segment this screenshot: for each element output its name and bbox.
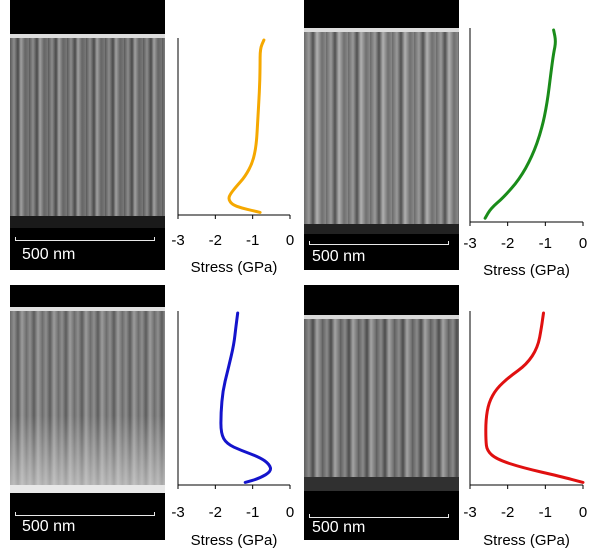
x-tick-label: -1 — [539, 235, 552, 252]
stress-plot: -3 -2 -1 0 Stress (GPa) — [171, 38, 294, 276]
x-tick-label: -2 — [209, 232, 222, 249]
scale-bar-label: 500 nm — [312, 519, 366, 536]
scale-bar — [15, 237, 155, 241]
x-axis-label: Stress (GPa) — [483, 262, 570, 279]
x-tick-label: -3 — [171, 504, 184, 521]
x-tick-label: -2 — [501, 235, 514, 252]
scale-bar — [309, 514, 449, 518]
x-axis-label: Stress (GPa) — [191, 532, 278, 549]
scale-bar-label: 500 nm — [22, 518, 76, 535]
x-tick-label: 0 — [286, 504, 294, 521]
stress-plot: -3 -2 -1 0 Stress (GPa) — [171, 311, 294, 549]
x-tick-label: -3 — [463, 235, 476, 252]
x-tick-label: -3 — [463, 504, 476, 521]
x-tick-label: 0 — [579, 235, 587, 252]
stress-curve — [219, 311, 273, 484]
x-tick-label: 0 — [579, 504, 587, 521]
sem-image: 500 nm — [304, 0, 459, 270]
sem-image: 500 nm — [10, 285, 165, 540]
stress-curve — [483, 28, 557, 220]
x-tick-label: -2 — [501, 504, 514, 521]
stress-plot: -3 -2 -1 0 Stress (GPa) — [463, 311, 587, 549]
x-tick-label: 0 — [286, 232, 294, 249]
stress-curve — [484, 311, 585, 484]
x-axis-label: Stress (GPa) — [483, 532, 570, 549]
scale-bar-label: 500 nm — [312, 248, 366, 265]
x-tick-label: -2 — [209, 504, 222, 521]
x-tick-label: -1 — [246, 504, 259, 521]
x-axis-label: Stress (GPa) — [191, 259, 278, 276]
scale-bar-label: 500 nm — [22, 246, 76, 263]
scale-bar — [309, 241, 449, 245]
x-tick-label: -1 — [246, 232, 259, 249]
x-tick-label: -1 — [539, 504, 552, 521]
scale-bar — [15, 512, 155, 516]
stress-plot: -3 -2 -1 0 Stress (GPa) — [463, 28, 587, 279]
sem-image: 500 nm — [10, 0, 165, 270]
x-tick-label: -3 — [171, 232, 184, 249]
sem-image: 500 nm — [304, 285, 459, 540]
stress-curve — [227, 38, 266, 214]
